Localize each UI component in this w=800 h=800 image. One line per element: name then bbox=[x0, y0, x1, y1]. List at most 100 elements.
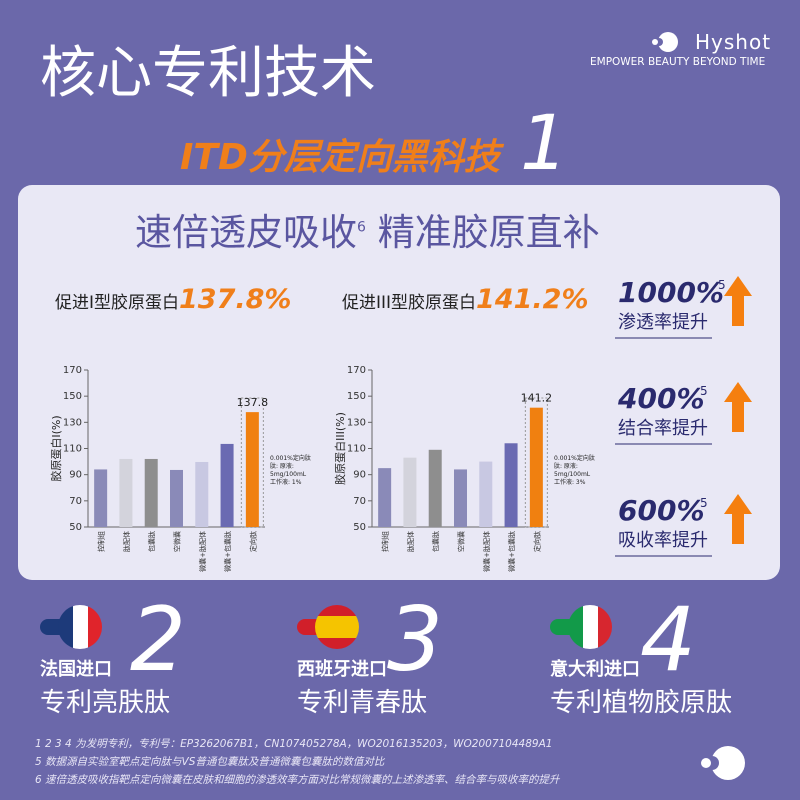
flag-stripe bbox=[315, 605, 359, 616]
flag-stripe bbox=[73, 605, 88, 649]
y-tick-label: 70 bbox=[69, 496, 82, 507]
stat-value: 137.8% bbox=[179, 284, 292, 315]
heading-text: 速倍透皮吸收 bbox=[135, 211, 357, 254]
import-number: 2 bbox=[130, 588, 186, 691]
flag-stripe bbox=[88, 605, 102, 649]
flag-stripe bbox=[568, 605, 583, 649]
x-tick-label: 定向肽 bbox=[532, 531, 541, 552]
logo bbox=[652, 32, 678, 52]
chart-note: 0.001%定向肽 bbox=[554, 454, 595, 462]
chart-note: 肽: 原液: bbox=[270, 462, 294, 470]
panel-heading: 速倍透皮吸收6 精准胶原直补 bbox=[135, 202, 600, 256]
x-tick-label: 控制组 bbox=[97, 531, 106, 552]
x-tick-label: 包囊肽 bbox=[431, 531, 440, 552]
bar bbox=[245, 412, 259, 527]
y-tick-label: 150 bbox=[63, 391, 82, 402]
arrow bbox=[724, 382, 752, 432]
flag-stripe bbox=[598, 605, 612, 649]
bar bbox=[428, 449, 442, 527]
chart-note: 肽: 原液: bbox=[554, 462, 578, 470]
y-tick-label: 130 bbox=[347, 417, 366, 428]
x-tick-label: 微囊+包囊肽 bbox=[223, 531, 232, 572]
heading-sup: 6 bbox=[357, 219, 366, 236]
flag-stripes bbox=[568, 605, 612, 649]
stat: 促进I型胶原蛋白137.8% bbox=[55, 284, 291, 315]
bar bbox=[119, 458, 133, 527]
stat-value: 141.2% bbox=[476, 284, 589, 315]
title: 核心专利技术 bbox=[40, 41, 376, 106]
y-tick-label: 70 bbox=[353, 496, 366, 507]
y-tick-label: 90 bbox=[69, 470, 82, 481]
footnote: 5 数据源自实验室靶点定向肽与VS普通包囊肽及普通微囊包囊肽的数值对比 bbox=[35, 756, 385, 768]
chart-note: 工作液: 1% bbox=[270, 478, 302, 486]
x-tick-label: 肽配体 bbox=[406, 531, 415, 552]
y-tick-label: 50 bbox=[353, 522, 366, 533]
value-label: 137.8 bbox=[237, 396, 269, 409]
highlight-sup: 5 bbox=[700, 496, 708, 510]
import-name: 专利亮肤肽 bbox=[40, 688, 171, 718]
y-tick-label: 110 bbox=[63, 444, 82, 455]
flag-stripe bbox=[315, 638, 359, 649]
import-origin: 法国进口 bbox=[40, 659, 112, 680]
bar bbox=[144, 458, 158, 527]
flag bbox=[40, 605, 102, 649]
bar bbox=[454, 469, 467, 527]
y-tick-label: 50 bbox=[69, 522, 82, 533]
subtitle: ITD分层定向黑科技 bbox=[180, 137, 500, 178]
bar bbox=[403, 457, 417, 527]
import-origin: 意大利进口 bbox=[550, 659, 640, 680]
import-origin: 西班牙进口 bbox=[297, 659, 387, 680]
x-tick-label: 微囊+肽配体 bbox=[482, 531, 491, 572]
y-tick-label: 150 bbox=[347, 391, 366, 402]
bar bbox=[94, 469, 108, 527]
bar bbox=[504, 443, 518, 527]
arrow bbox=[724, 276, 752, 326]
highlight-value: 1000% bbox=[618, 276, 724, 309]
bar bbox=[170, 469, 183, 527]
flag bbox=[297, 605, 359, 649]
import-name: 专利植物胶原肽 bbox=[550, 688, 733, 718]
brand: Hyshot bbox=[695, 30, 772, 54]
flag-stripes bbox=[58, 605, 102, 649]
y-tick-label: 90 bbox=[353, 470, 366, 481]
chart-note: 0.001%定向肽 bbox=[270, 454, 311, 462]
flag bbox=[550, 605, 612, 649]
flag-stripe bbox=[583, 605, 598, 649]
x-tick-label: 空微囊 bbox=[173, 531, 182, 552]
y-tick-label: 130 bbox=[63, 417, 82, 428]
x-tick-label: 包囊肽 bbox=[147, 531, 156, 552]
highlight-sup: 5 bbox=[718, 278, 726, 292]
highlight-value: 600% bbox=[618, 494, 705, 527]
stat-label: 促进I型胶原蛋白 bbox=[55, 293, 180, 313]
subtitle-number: 1 bbox=[520, 98, 569, 187]
bar bbox=[195, 461, 209, 527]
y-tick-label: 110 bbox=[347, 444, 366, 455]
y-axis-label: 胶原蛋白III(%) bbox=[333, 412, 347, 485]
highlight-label: 吸收率提升 bbox=[618, 530, 708, 551]
stat: 促进III型胶原蛋白141.2% bbox=[342, 284, 589, 315]
x-tick-label: 定向肽 bbox=[248, 531, 257, 552]
highlight-label: 结合率提升 bbox=[618, 418, 708, 439]
bar bbox=[378, 468, 392, 527]
y-tick-label: 170 bbox=[347, 365, 366, 376]
bar bbox=[220, 443, 234, 527]
import-number: 3 bbox=[387, 588, 443, 691]
x-tick-label: 控制组 bbox=[381, 531, 390, 552]
tagline: EMPOWER BEAUTY BEYOND TIME bbox=[590, 56, 766, 68]
chart-note: 工作液: 3% bbox=[554, 478, 586, 486]
flag-stripes bbox=[315, 605, 359, 649]
chart-note: 5mg/100mL bbox=[554, 471, 591, 478]
highlight-label: 渗透率提升 bbox=[618, 312, 708, 333]
flag-stripe bbox=[58, 605, 73, 649]
stat-label: 促进III型胶原蛋白 bbox=[342, 293, 477, 313]
y-axis-label: 胶原蛋白I(%) bbox=[49, 415, 63, 481]
bar bbox=[529, 407, 543, 527]
flag-stripe bbox=[315, 616, 359, 638]
y-tick-label: 170 bbox=[63, 365, 82, 376]
value-label: 141.2 bbox=[521, 392, 553, 405]
bar bbox=[479, 461, 493, 527]
footnote: 1 2 3 4 为发明专利，专利号：EP3262067B1，CN10740527… bbox=[35, 738, 553, 750]
x-tick-label: 空微囊 bbox=[457, 531, 466, 552]
